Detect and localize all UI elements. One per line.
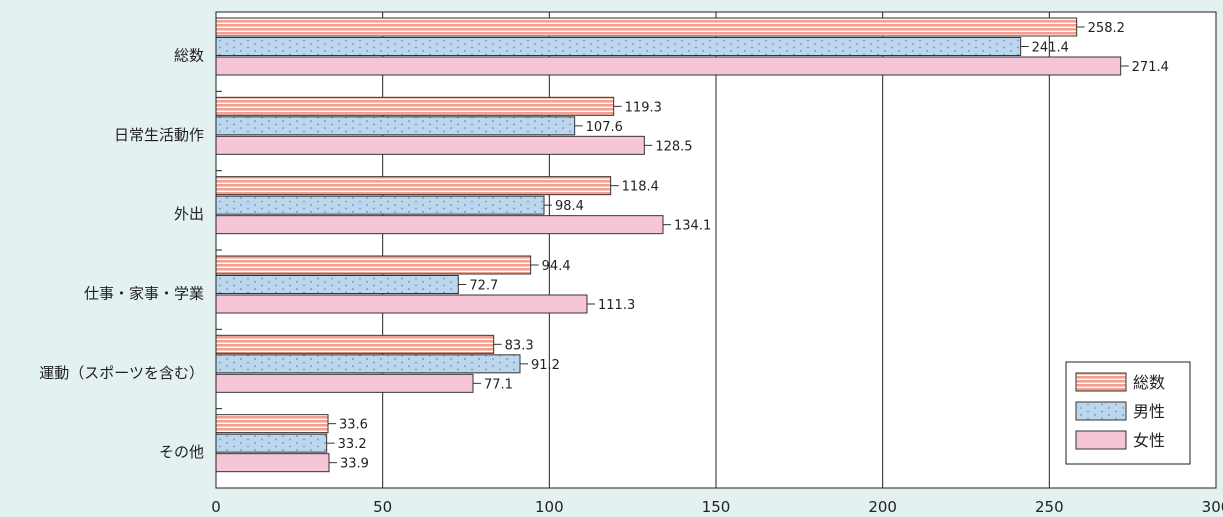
data-label: 258.2 xyxy=(1088,21,1125,36)
x-tick-label: 150 xyxy=(702,498,731,516)
data-label: 33.9 xyxy=(340,457,369,472)
bar-female-0 xyxy=(215,56,1122,76)
bar-male-0 xyxy=(215,37,1022,56)
gridlines xyxy=(216,12,1050,488)
data-label: 77.1 xyxy=(484,377,513,392)
data-label: 134.1 xyxy=(674,219,711,234)
data-label: 271.4 xyxy=(1132,60,1169,75)
legend-label: 男性 xyxy=(1133,402,1165,421)
category-label: その他 xyxy=(159,443,204,461)
bar-total-4 xyxy=(215,334,495,354)
legend-label: 総数 xyxy=(1133,373,1165,392)
bar-total-5 xyxy=(215,414,329,434)
category-label: 外出 xyxy=(174,205,204,223)
category-label: 運動（スポーツを含む） xyxy=(39,364,204,382)
bar-male-5 xyxy=(215,433,328,453)
data-label: 241.4 xyxy=(1032,41,1069,56)
plot-frame xyxy=(215,11,1217,489)
bar-female-3 xyxy=(215,294,588,314)
legend-swatch-male xyxy=(1075,401,1127,421)
category-label: 総数 xyxy=(174,47,204,65)
x-tick-label: 300 xyxy=(1202,498,1223,516)
legend-swatch-total xyxy=(1075,372,1127,392)
data-label: 91.2 xyxy=(531,358,560,373)
data-label: 72.7 xyxy=(469,279,498,294)
bar-total-2 xyxy=(215,176,612,196)
x-axis-tick-labels: 0 50 100 150 200 250 300 xyxy=(211,498,1223,516)
bar-female-5 xyxy=(215,453,330,473)
bar-total-1 xyxy=(215,96,615,116)
data-label: 98.4 xyxy=(555,199,584,214)
x-tick-label: 250 xyxy=(1035,498,1064,516)
bar-female-1 xyxy=(215,135,645,155)
data-label: 118.4 xyxy=(622,180,659,195)
bars xyxy=(215,17,1122,473)
x-tick-label: 50 xyxy=(373,498,392,516)
bar-female-4 xyxy=(215,373,474,393)
category-label: 仕事・家事・学業 xyxy=(84,285,204,303)
data-label: 83.3 xyxy=(505,338,534,353)
bar-total-0 xyxy=(215,17,1078,37)
bar-total-3 xyxy=(215,255,532,275)
bar-male-2 xyxy=(215,195,545,215)
data-label: 119.3 xyxy=(625,100,662,115)
data-label: 107.6 xyxy=(586,120,623,135)
x-tick-label: 0 xyxy=(211,498,221,516)
legend-swatch-female xyxy=(1075,430,1127,450)
x-tick-label: 200 xyxy=(868,498,897,516)
bar-female-2 xyxy=(215,215,664,235)
x-tick-label: 100 xyxy=(535,498,564,516)
data-label: 33.2 xyxy=(338,437,367,452)
bar-male-1 xyxy=(215,116,576,136)
bar-male-3 xyxy=(215,275,459,294)
legend-label: 女性 xyxy=(1133,431,1165,450)
data-label: 128.5 xyxy=(655,139,692,154)
data-label: 111.3 xyxy=(598,298,635,313)
category-label: 日常生活動作 xyxy=(114,126,204,144)
data-label: 94.4 xyxy=(542,259,571,274)
bar-male-4 xyxy=(215,354,521,374)
data-label: 33.6 xyxy=(339,418,368,433)
